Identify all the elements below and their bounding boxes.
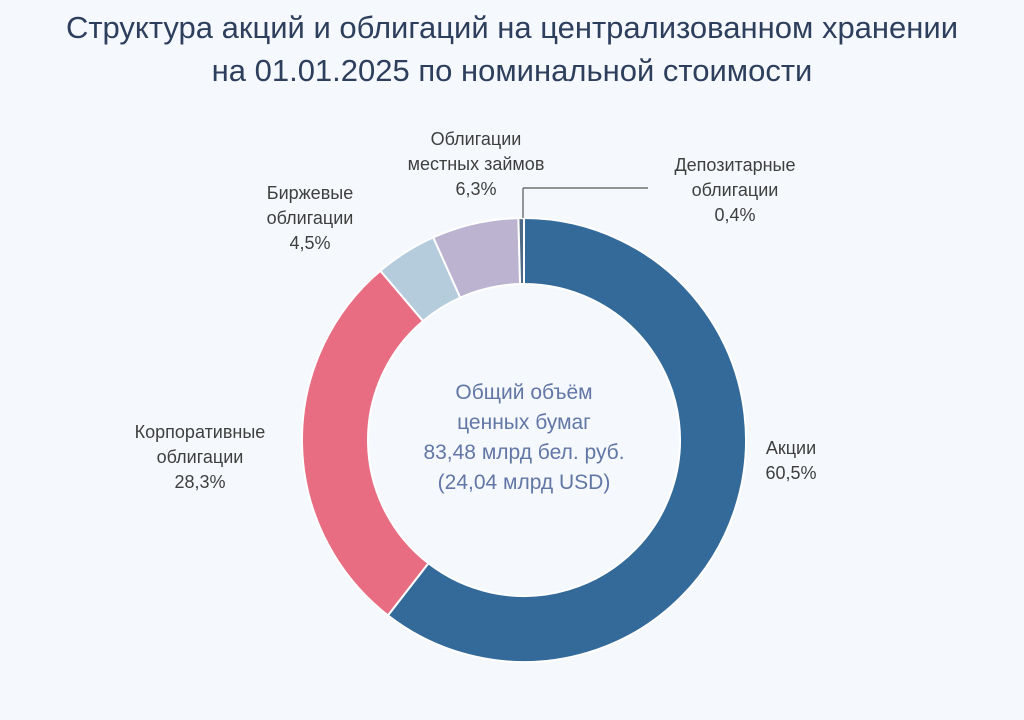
slice-label-aktsii-value: 60,5%: [765, 463, 817, 483]
slice-label-mestnye-name2: местных займов: [407, 154, 545, 174]
chart-title-line1: Структура акций и облигаций на централиз…: [65, 10, 959, 45]
center-line3: 83,48 млрд бел. руб.: [423, 441, 625, 464]
slice-label-mestnye: Облигации местных займов 6,3%: [376, 127, 576, 202]
slice-label-korporativnye-name1: Корпоративные: [134, 422, 266, 442]
donut-slices: [301, 216, 747, 663]
slice-label-mestnye-value: 6,3%: [455, 179, 497, 199]
slice-label-birzhevye-value: 4,5%: [289, 233, 331, 253]
slice-label-depozitarnye-name1: Депозитарные: [674, 155, 796, 175]
chart-title: Структура акций и облигаций на централиз…: [0, 6, 1024, 92]
slice-label-depozitarnye: Депозитарные облигации 0,4%: [650, 153, 820, 228]
slice-label-depozitarnye-value: 0,4%: [714, 205, 756, 225]
slice-depozitarnye: [517, 216, 525, 286]
slice-aktsii: [386, 216, 747, 663]
slice-label-birzhevye-name1: Биржевые: [266, 183, 354, 203]
slice-label-korporativnye-name2: облигации: [156, 447, 244, 467]
chart-title-line2: на 01.01.2025 по номинальной стоимости: [211, 53, 813, 88]
slice-label-birzhevye-name2: облигации: [266, 208, 354, 228]
center-total: Общий объём ценных бумаг 83,48 млрд бел.…: [364, 378, 684, 498]
slice-korporativnye: [301, 269, 430, 617]
slice-label-korporativnye-value: 28,3%: [174, 472, 226, 492]
slice-label-depozitarnye-name2: облигации: [691, 180, 779, 200]
center-line1: Общий объём: [455, 381, 593, 404]
slice-label-aktsii: Акции 60,5%: [736, 436, 846, 486]
slice-label-mestnye-name1: Облигации: [430, 129, 522, 149]
slice-label-birzhevye: Биржевые облигации 4,5%: [240, 181, 380, 256]
center-line2: ценных бумаг: [457, 411, 591, 434]
center-line4: (24,04 млрд USD): [437, 471, 611, 494]
slice-label-aktsii-name: Акции: [765, 438, 817, 458]
slice-label-korporativnye: Корпоративные облигации 28,3%: [100, 420, 300, 495]
